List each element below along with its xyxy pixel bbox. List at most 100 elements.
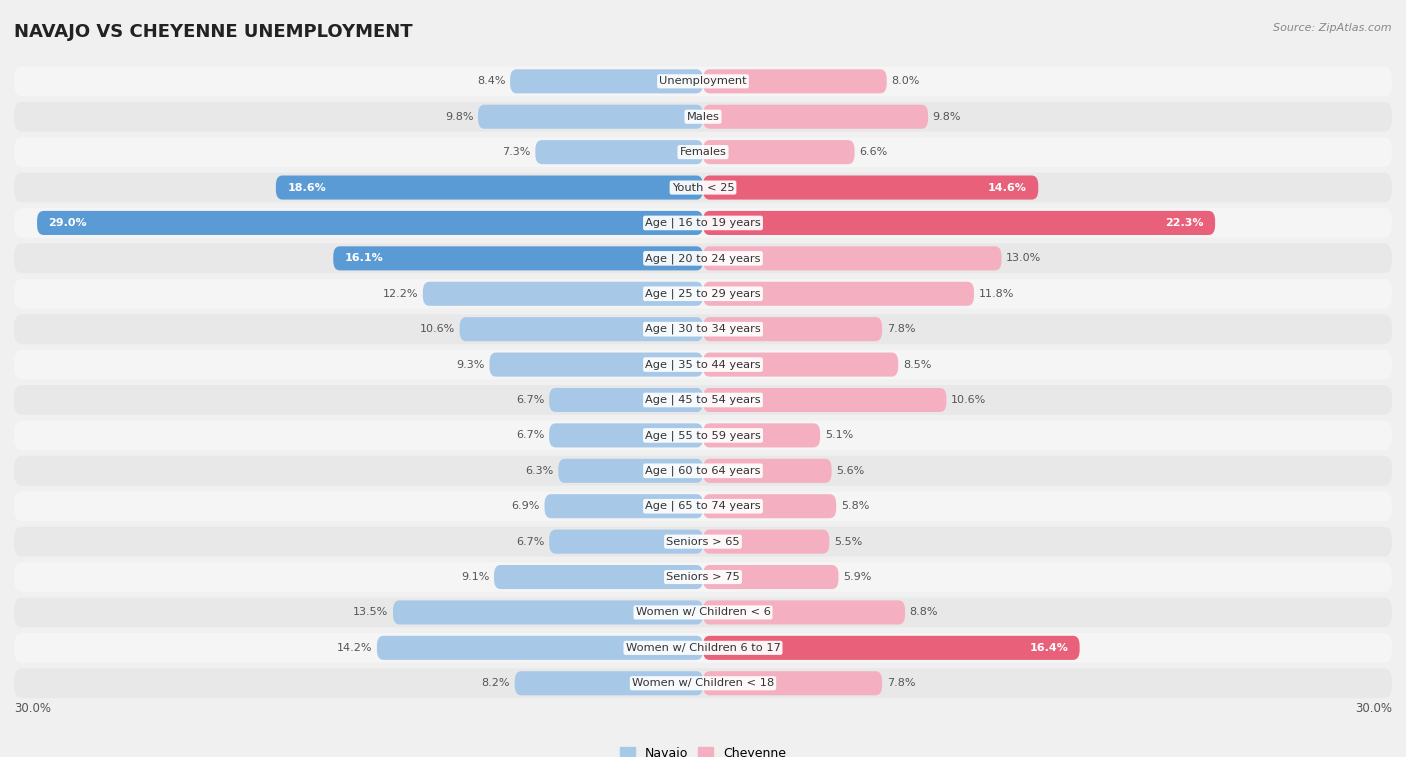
Text: 9.3%: 9.3% — [457, 360, 485, 369]
FancyBboxPatch shape — [703, 423, 820, 447]
Text: Age | 25 to 29 years: Age | 25 to 29 years — [645, 288, 761, 299]
FancyBboxPatch shape — [494, 565, 703, 589]
Text: Age | 20 to 24 years: Age | 20 to 24 years — [645, 253, 761, 263]
FancyBboxPatch shape — [703, 317, 882, 341]
FancyBboxPatch shape — [14, 314, 1392, 344]
Text: Women w/ Children 6 to 17: Women w/ Children 6 to 17 — [626, 643, 780, 653]
Text: 16.4%: 16.4% — [1029, 643, 1069, 653]
FancyBboxPatch shape — [703, 211, 1215, 235]
FancyBboxPatch shape — [703, 104, 928, 129]
FancyBboxPatch shape — [14, 562, 1392, 592]
FancyBboxPatch shape — [14, 279, 1392, 309]
FancyBboxPatch shape — [460, 317, 703, 341]
FancyBboxPatch shape — [14, 350, 1392, 379]
Text: 6.3%: 6.3% — [526, 466, 554, 476]
Text: Women w/ Children < 6: Women w/ Children < 6 — [636, 607, 770, 618]
FancyBboxPatch shape — [703, 600, 905, 625]
FancyBboxPatch shape — [14, 421, 1392, 450]
FancyBboxPatch shape — [14, 385, 1392, 415]
Text: 13.5%: 13.5% — [353, 607, 388, 618]
Text: 6.7%: 6.7% — [516, 537, 544, 547]
FancyBboxPatch shape — [703, 282, 974, 306]
FancyBboxPatch shape — [333, 246, 703, 270]
Text: 9.1%: 9.1% — [461, 572, 489, 582]
FancyBboxPatch shape — [703, 671, 882, 695]
Text: 5.6%: 5.6% — [837, 466, 865, 476]
FancyBboxPatch shape — [703, 388, 946, 412]
Text: 22.3%: 22.3% — [1166, 218, 1204, 228]
FancyBboxPatch shape — [14, 491, 1392, 521]
FancyBboxPatch shape — [703, 353, 898, 377]
FancyBboxPatch shape — [276, 176, 703, 200]
Text: 8.8%: 8.8% — [910, 607, 938, 618]
Text: Age | 60 to 64 years: Age | 60 to 64 years — [645, 466, 761, 476]
FancyBboxPatch shape — [14, 67, 1392, 96]
Text: Seniors > 75: Seniors > 75 — [666, 572, 740, 582]
FancyBboxPatch shape — [14, 137, 1392, 167]
Text: 11.8%: 11.8% — [979, 288, 1014, 299]
Text: 7.3%: 7.3% — [502, 147, 531, 157]
FancyBboxPatch shape — [423, 282, 703, 306]
Text: Age | 35 to 44 years: Age | 35 to 44 years — [645, 360, 761, 370]
FancyBboxPatch shape — [37, 211, 703, 235]
Text: NAVAJO VS CHEYENNE UNEMPLOYMENT: NAVAJO VS CHEYENNE UNEMPLOYMENT — [14, 23, 413, 41]
Text: 5.5%: 5.5% — [834, 537, 862, 547]
Text: 18.6%: 18.6% — [287, 182, 326, 192]
Text: Age | 16 to 19 years: Age | 16 to 19 years — [645, 218, 761, 228]
FancyBboxPatch shape — [14, 633, 1392, 662]
FancyBboxPatch shape — [536, 140, 703, 164]
FancyBboxPatch shape — [550, 530, 703, 553]
FancyBboxPatch shape — [14, 456, 1392, 486]
FancyBboxPatch shape — [14, 208, 1392, 238]
FancyBboxPatch shape — [703, 246, 1001, 270]
Text: 10.6%: 10.6% — [420, 324, 456, 334]
Text: 5.1%: 5.1% — [825, 431, 853, 441]
FancyBboxPatch shape — [703, 530, 830, 553]
Text: Age | 55 to 59 years: Age | 55 to 59 years — [645, 430, 761, 441]
Text: 5.8%: 5.8% — [841, 501, 869, 511]
FancyBboxPatch shape — [550, 388, 703, 412]
FancyBboxPatch shape — [478, 104, 703, 129]
FancyBboxPatch shape — [14, 668, 1392, 698]
Text: 6.6%: 6.6% — [859, 147, 887, 157]
Text: Males: Males — [686, 112, 720, 122]
Text: Seniors > 65: Seniors > 65 — [666, 537, 740, 547]
Text: 10.6%: 10.6% — [950, 395, 986, 405]
Text: 8.2%: 8.2% — [482, 678, 510, 688]
Text: 6.7%: 6.7% — [516, 431, 544, 441]
Text: Unemployment: Unemployment — [659, 76, 747, 86]
FancyBboxPatch shape — [14, 527, 1392, 556]
FancyBboxPatch shape — [558, 459, 703, 483]
Text: 6.9%: 6.9% — [512, 501, 540, 511]
FancyBboxPatch shape — [489, 353, 703, 377]
FancyBboxPatch shape — [544, 494, 703, 519]
Text: 14.2%: 14.2% — [337, 643, 373, 653]
FancyBboxPatch shape — [510, 70, 703, 93]
Text: 30.0%: 30.0% — [14, 702, 51, 715]
Text: 8.0%: 8.0% — [891, 76, 920, 86]
FancyBboxPatch shape — [703, 459, 831, 483]
FancyBboxPatch shape — [392, 600, 703, 625]
Text: 16.1%: 16.1% — [344, 254, 384, 263]
Text: Females: Females — [679, 147, 727, 157]
Text: 12.2%: 12.2% — [382, 288, 418, 299]
FancyBboxPatch shape — [14, 173, 1392, 202]
Text: 6.7%: 6.7% — [516, 395, 544, 405]
Text: 5.9%: 5.9% — [844, 572, 872, 582]
FancyBboxPatch shape — [14, 244, 1392, 273]
FancyBboxPatch shape — [550, 423, 703, 447]
Text: 9.8%: 9.8% — [444, 112, 474, 122]
Legend: Navajo, Cheyenne: Navajo, Cheyenne — [614, 742, 792, 757]
FancyBboxPatch shape — [515, 671, 703, 695]
FancyBboxPatch shape — [703, 176, 1038, 200]
FancyBboxPatch shape — [703, 494, 837, 519]
FancyBboxPatch shape — [14, 597, 1392, 628]
FancyBboxPatch shape — [14, 102, 1392, 132]
Text: 9.8%: 9.8% — [932, 112, 962, 122]
Text: 30.0%: 30.0% — [1355, 702, 1392, 715]
Text: 14.6%: 14.6% — [988, 182, 1026, 192]
Text: Women w/ Children < 18: Women w/ Children < 18 — [631, 678, 775, 688]
Text: 8.4%: 8.4% — [477, 76, 506, 86]
Text: 8.5%: 8.5% — [903, 360, 931, 369]
Text: 7.8%: 7.8% — [887, 678, 915, 688]
